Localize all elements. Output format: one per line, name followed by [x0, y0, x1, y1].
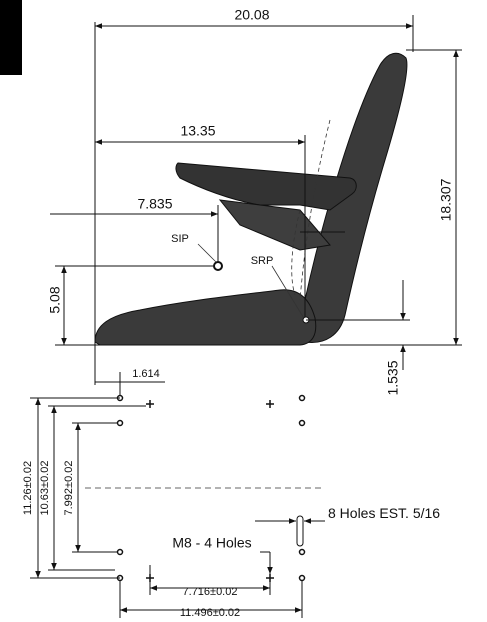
slot	[296, 515, 304, 547]
slot-size: EST. 5/16	[379, 505, 440, 521]
sip-label: SIP	[171, 233, 189, 245]
slot-count: 8 Holes	[328, 505, 375, 521]
dimension-label: 7.716±0.02	[183, 586, 238, 598]
dimension-label: 10.63±0.02	[39, 461, 51, 516]
dimension-label: 7.992±0.02	[63, 461, 75, 516]
dimension-label: 1.535	[385, 360, 401, 395]
m8-label: M8 - 4 Holes	[172, 535, 251, 551]
dimension-label: 5.08	[47, 286, 63, 313]
black-tab	[0, 0, 22, 75]
dimension-label: 7.835	[137, 196, 172, 212]
dimension-label: 1.614	[132, 368, 160, 380]
srp-label: SRP	[251, 255, 274, 267]
seat	[94, 52, 408, 346]
mounting-holes	[116, 394, 306, 582]
leader-line	[197, 243, 217, 263]
leader-line	[271, 265, 306, 321]
dimension-label: 11.496±0.02	[180, 607, 240, 619]
dimension-label: 13.35	[180, 123, 215, 139]
dimension-label: 11.26±0.02	[22, 461, 34, 515]
m8-holes	[146, 400, 274, 582]
slot-label: 8 Holes EST. 5/16	[328, 505, 440, 521]
dimension-label: 18.307	[438, 178, 454, 221]
sip-point	[213, 261, 223, 271]
dimension-label: 20.08	[234, 7, 269, 23]
